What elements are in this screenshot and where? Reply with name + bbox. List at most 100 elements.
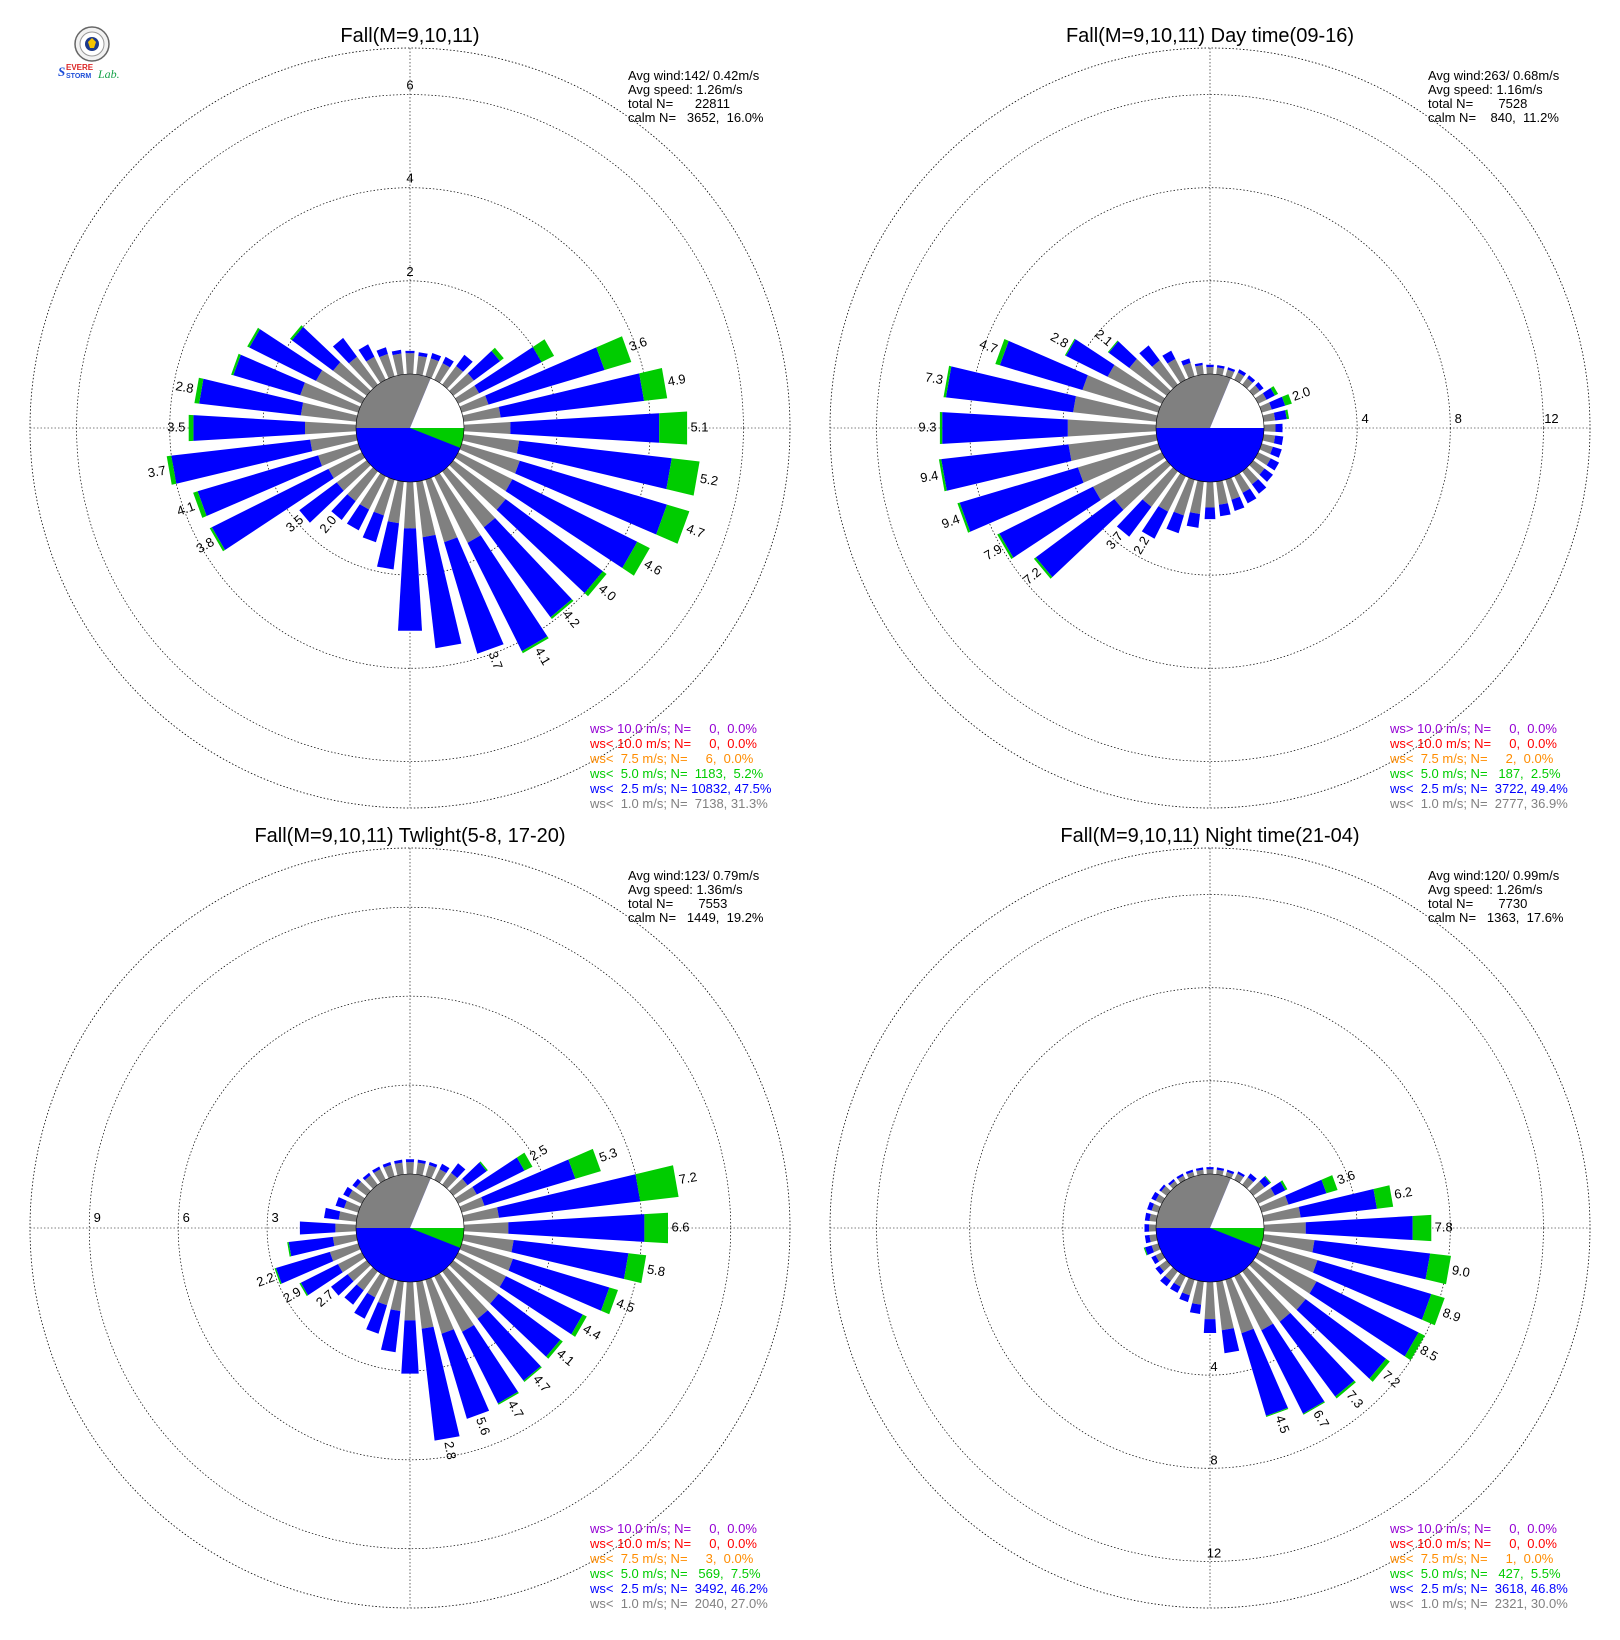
- legend-entry: ws< 1.0 m/s; N= 2040, 27.0%: [589, 1596, 768, 1611]
- bar-300deg-series1: [1155, 1194, 1165, 1204]
- bar-160deg-series1: [1225, 1277, 1254, 1334]
- bar-240deg-series3: [299, 1282, 308, 1297]
- bar-230deg-series1: [336, 460, 371, 491]
- bar-110deg-series2: [1313, 1260, 1432, 1320]
- bar-0deg-series1: [1206, 367, 1214, 375]
- bar-value-label: 2.1: [1092, 326, 1115, 349]
- stats-line: Avg wind:142/ 0.42m/s: [628, 68, 760, 83]
- bar-280deg-series2: [1144, 1212, 1151, 1221]
- bar-300deg-series3: [1064, 338, 1076, 356]
- bar-260deg-series1: [310, 434, 358, 452]
- bar-240deg-series2: [999, 486, 1101, 558]
- bar-100deg-series1: [462, 1234, 514, 1253]
- bar-0deg-series1: [405, 353, 415, 375]
- legend-entry: ws< 10.0 m/s; N= 0, 0.0%: [1389, 1536, 1557, 1551]
- bar-120deg-series2: [1266, 458, 1280, 471]
- bar-260deg-series2: [288, 1236, 335, 1257]
- bar-50deg-series3: [491, 347, 504, 362]
- bar-260deg-series1: [1068, 434, 1158, 461]
- bar-40deg-series2: [1247, 1173, 1257, 1182]
- stats-line: calm N= 1363, 17.6%: [1428, 910, 1564, 925]
- bar-value-label: 4.7: [978, 336, 1000, 356]
- bar-60deg-series3: [1280, 1180, 1288, 1191]
- bar-350deg-series2: [1194, 362, 1203, 367]
- bar-value-label: 2.7: [313, 1287, 336, 1310]
- ring-tick-label: 6: [406, 78, 413, 93]
- bar-220deg-series2: [1116, 499, 1152, 537]
- legend-entry: ws< 2.5 m/s; N= 10832, 47.5%: [589, 781, 772, 796]
- bar-80deg-series3: [639, 368, 668, 401]
- bar-40deg-series1: [1242, 1177, 1254, 1189]
- bar-70deg-series3: [1282, 394, 1292, 406]
- bar-60deg-series1: [455, 1186, 477, 1204]
- bar-value-label: 6.7: [1310, 1407, 1332, 1430]
- bar-280deg-series2: [199, 378, 304, 416]
- bar-value-label: 2.8: [441, 1440, 459, 1460]
- bar-value-label: 4.2: [560, 607, 583, 630]
- bar-50deg-series2: [1255, 382, 1264, 391]
- bar-80deg-series3: [1373, 1185, 1394, 1209]
- bar-140deg-series2: [1251, 479, 1267, 494]
- bar-value-label: 5.3: [597, 1145, 619, 1165]
- bar-110deg-series3: [656, 504, 690, 544]
- bar-30deg-series1: [1234, 1173, 1244, 1183]
- bar-230deg-series2: [1035, 499, 1124, 578]
- bar-250deg-series1: [1151, 1243, 1161, 1253]
- bar-value-label: 4.7: [685, 521, 707, 541]
- bar-300deg-series2: [249, 329, 323, 381]
- bar-260deg-series3: [938, 459, 947, 492]
- bar-value-label: 4.7: [530, 1372, 553, 1395]
- bar-230deg-series2: [1155, 1265, 1164, 1275]
- bar-150deg-series2: [462, 1325, 518, 1404]
- bar-230deg-series1: [1114, 460, 1171, 510]
- calm-circle: [1155, 373, 1265, 483]
- bar-230deg-series1: [1159, 1260, 1171, 1272]
- bar-0deg-series2: [1206, 1167, 1214, 1170]
- bar-200deg-series1: [1182, 1277, 1195, 1296]
- bar-130deg-series1: [1249, 460, 1265, 475]
- bar-220deg-series2: [1160, 1275, 1171, 1287]
- bar-value-label: 9.0: [1451, 1262, 1471, 1280]
- bar-330deg-series1: [1177, 1175, 1186, 1183]
- stats-line: Avg wind:123/ 0.79m/s: [628, 868, 760, 883]
- bar-value-label: 7.2: [678, 1169, 698, 1187]
- bar-150deg-series1: [1234, 473, 1250, 493]
- legend-entry: ws< 10.0 m/s; N= 0, 0.0%: [1389, 736, 1557, 751]
- panel-title: Fall(M=9,10,11) Day time(09-16): [1066, 25, 1354, 47]
- bar-180deg-series1: [404, 1281, 416, 1321]
- ring-tick-label: 9: [94, 1210, 101, 1225]
- bar-10deg-series1: [416, 1162, 426, 1176]
- bar-value-label: 4.7: [505, 1397, 527, 1420]
- bar-30deg-series2: [442, 356, 454, 368]
- logo-emblem-icon: S EVERE STORM Lab.: [58, 26, 120, 81]
- bar-180deg-series1: [1204, 1281, 1216, 1320]
- bar-250deg-series1: [318, 443, 361, 467]
- bar-240deg-series2: [300, 1264, 343, 1296]
- bar-250deg-series3: [957, 502, 971, 533]
- panel-title: Fall(M=9,10,11) Night time(21-04): [1060, 825, 1359, 847]
- bar-220deg-series2: [344, 1284, 364, 1305]
- stats-line: Avg speed: 1.26m/s: [1428, 882, 1543, 897]
- bar-290deg-series3: [995, 339, 1009, 366]
- bar-120deg-series1: [1255, 452, 1271, 466]
- bar-280deg-series1: [338, 1211, 358, 1222]
- bar-10deg-series1: [1216, 367, 1225, 376]
- bar-70deg-series1: [459, 1197, 485, 1213]
- bar-270deg-series1: [1149, 1224, 1157, 1232]
- bar-value-label: 5.1: [690, 419, 708, 434]
- legend-entry: ws< 7.5 m/s; N= 6, 0.0%: [589, 751, 754, 766]
- bar-30deg-series2: [1237, 369, 1247, 377]
- bar-190deg-series2: [1189, 1303, 1202, 1314]
- bar-150deg-series3: [497, 1391, 519, 1405]
- bar-200deg-series1: [1173, 477, 1195, 516]
- bar-210deg-series2: [346, 504, 370, 531]
- bar-0deg-series1: [1206, 1169, 1214, 1175]
- bar-110deg-series1: [1259, 1243, 1318, 1273]
- bar-110deg-series3: [1422, 1294, 1445, 1326]
- bar-20deg-series2: [1226, 1169, 1235, 1175]
- bar-110deg-series1: [1259, 443, 1273, 455]
- bar-50deg-series1: [1249, 1181, 1265, 1196]
- bar-220deg-series1: [356, 1267, 378, 1291]
- bar-240deg-series2: [1151, 1255, 1160, 1265]
